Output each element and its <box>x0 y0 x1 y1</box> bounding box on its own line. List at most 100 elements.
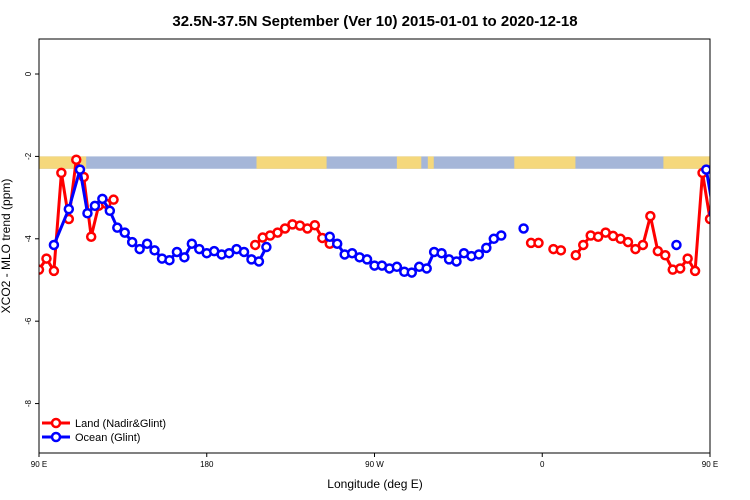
series-1-point-28 <box>324 231 336 242</box>
series-1-point-18 <box>194 243 205 255</box>
series-1-point-59 <box>740 224 748 232</box>
series-0-point-11 <box>249 239 261 251</box>
series-0-point-27 <box>578 239 589 251</box>
series-0-point-33 <box>622 236 634 248</box>
series-1-point-17 <box>186 238 198 249</box>
series-0-point-1 <box>41 253 52 264</box>
land-band-segment-5 <box>663 156 710 169</box>
series-layer <box>39 154 750 278</box>
series-1-point-57 <box>725 195 733 203</box>
series-0-point-19 <box>309 219 321 231</box>
x-tick-label-0: 90 E <box>31 460 47 469</box>
series-0-point-2 <box>48 265 60 277</box>
legend-label-ocean: Ocean (Glint) <box>75 432 140 444</box>
series-0-point-23 <box>533 237 544 249</box>
series-0-line-0 <box>39 158 115 273</box>
y-axis-label: XCO2 - MLO trend (ppm) <box>0 179 13 314</box>
series-0-point-47 <box>728 233 736 241</box>
series-1-line-4 <box>704 169 710 201</box>
series-1-point-52 <box>518 223 529 234</box>
series-1-point-58 <box>732 207 740 215</box>
series-1-point-7 <box>112 222 123 233</box>
legend-marker-ocean <box>50 431 62 443</box>
legend-label-land: Land (Nadir&Glint) <box>75 418 166 430</box>
x-axis-label: Longitude (deg E) <box>327 477 422 491</box>
series-0-point-44 <box>704 213 710 225</box>
series-0-point-14 <box>272 227 283 238</box>
series-1-point-14 <box>164 254 175 266</box>
series-1-point-12 <box>149 245 160 256</box>
ocean-band <box>39 156 710 169</box>
series-0-point-34 <box>630 243 641 255</box>
series-1-point-6 <box>104 205 116 217</box>
series-1-point-49 <box>481 242 492 254</box>
series-0-point-26 <box>570 250 582 261</box>
series-1-point-31 <box>346 247 358 259</box>
series-0-point-41 <box>682 253 693 264</box>
series-0-point-45 <box>713 156 721 164</box>
land-ocean-band <box>39 156 710 169</box>
series-0-point-38 <box>660 250 671 261</box>
y-axis-ticks: 0 -2 -4 -6 -8 <box>24 71 39 407</box>
series-1-point-27 <box>261 241 272 253</box>
x-tick-label-3: 0 <box>540 460 545 469</box>
series-1-point-29 <box>331 238 343 249</box>
series-0 <box>39 154 750 277</box>
series-0-point-42 <box>689 265 701 277</box>
series-1-point-11 <box>141 238 153 249</box>
land-band-segment-4 <box>514 156 576 169</box>
series-1-point-39 <box>406 267 418 278</box>
series-1-point-9 <box>126 236 138 248</box>
legend: Land (Nadir&Glint) Ocean (Glint) <box>42 417 166 444</box>
y-tick-label-0: 0 <box>24 71 33 76</box>
x-axis-ticks: 90 E 180 90 W 0 90 E <box>31 453 718 469</box>
land-band-segment-3 <box>427 156 434 169</box>
series-1-point-51 <box>495 230 507 241</box>
series-1-point-45 <box>451 256 462 267</box>
y-tick-label-3: -6 <box>24 317 33 325</box>
series-1-point-8 <box>119 227 130 238</box>
series-1-point-5 <box>97 193 108 205</box>
series-1-point-33 <box>361 254 373 265</box>
chart-title: 32.5N-37.5N September (Ver 10) 2015-01-0… <box>172 13 577 30</box>
y-tick-label-2: -4 <box>24 235 33 243</box>
y-tick-label-1: -2 <box>24 152 33 160</box>
series-1-point-55 <box>708 209 710 217</box>
x-tick-label-2: 90 W <box>365 460 384 469</box>
series-0-point-49 <box>743 200 750 208</box>
x-tick-label-1: 180 <box>200 460 214 469</box>
series-0-point-5 <box>71 154 82 165</box>
y-tick-label-4: -8 <box>24 399 33 407</box>
series-0-point-37 <box>652 245 664 257</box>
series-0-point-3 <box>56 167 67 179</box>
series-0-point-10 <box>108 194 119 205</box>
series-1-point-26 <box>253 256 265 267</box>
series-1-point-48 <box>473 249 485 260</box>
series-1-point-41 <box>421 263 432 274</box>
land-band-segment-1 <box>256 156 327 169</box>
series-1-point-1 <box>63 203 75 215</box>
legend-marker-land <box>50 417 62 429</box>
series-0-point-7 <box>85 231 97 242</box>
series-1-point-53 <box>671 239 682 251</box>
series-0-point-40 <box>674 263 686 274</box>
series-1-point-56 <box>717 202 725 210</box>
series-0-point-46 <box>721 173 729 181</box>
series-1-point-16 <box>179 252 190 263</box>
series-1-point-2 <box>74 164 86 175</box>
series-1-point-54 <box>701 164 710 175</box>
series-1-point-15 <box>171 246 183 258</box>
series-1-point-10 <box>134 243 145 255</box>
series-0-point-25 <box>555 245 567 256</box>
series-1 <box>48 164 748 278</box>
series-0-point-48 <box>736 202 744 210</box>
series-0-point-15 <box>279 223 291 234</box>
series-1-point-24 <box>238 246 250 258</box>
series-0-point-35 <box>637 239 649 251</box>
land-band-segment-2 <box>396 156 422 169</box>
series-0-point-36 <box>645 210 656 222</box>
series-1-point-37 <box>391 261 403 273</box>
series-0-point-29 <box>592 231 604 242</box>
series-1-point-22 <box>223 247 235 259</box>
